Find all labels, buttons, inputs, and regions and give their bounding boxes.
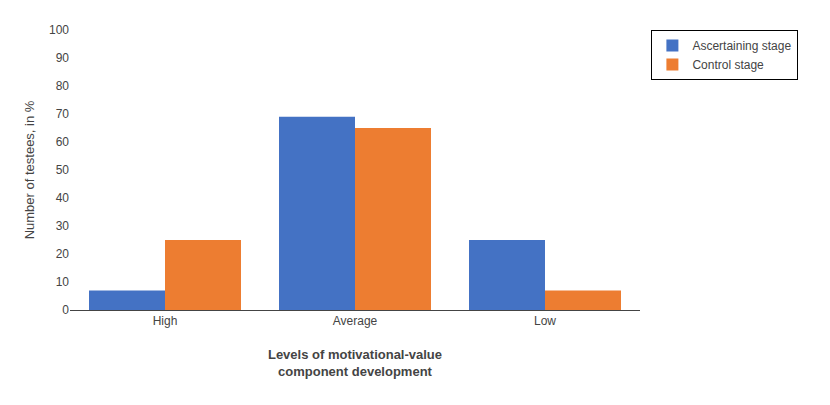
svg-text:20: 20 [56,247,70,261]
svg-text:High: High [153,314,178,328]
svg-text:0: 0 [62,303,69,317]
svg-text:Low: Low [534,314,556,328]
svg-text:10: 10 [56,275,70,289]
svg-text:90: 90 [56,51,70,65]
svg-text:Ascertaining stage: Ascertaining stage [692,39,791,53]
svg-text:Control stage: Control stage [692,58,764,72]
svg-text:60: 60 [56,135,70,149]
svg-text:50: 50 [56,163,70,177]
svg-text:70: 70 [56,107,70,121]
svg-text:Levels of motivational-valueco: Levels of motivational-valuecomponent de… [268,347,442,379]
svg-text:Number of testees, in %: Number of testees, in % [22,100,37,239]
svg-text:Average: Average [333,314,378,328]
svg-text:40: 40 [56,191,70,205]
svg-text:80: 80 [56,79,70,93]
svg-text:100: 100 [49,23,69,37]
svg-text:30: 30 [56,219,70,233]
